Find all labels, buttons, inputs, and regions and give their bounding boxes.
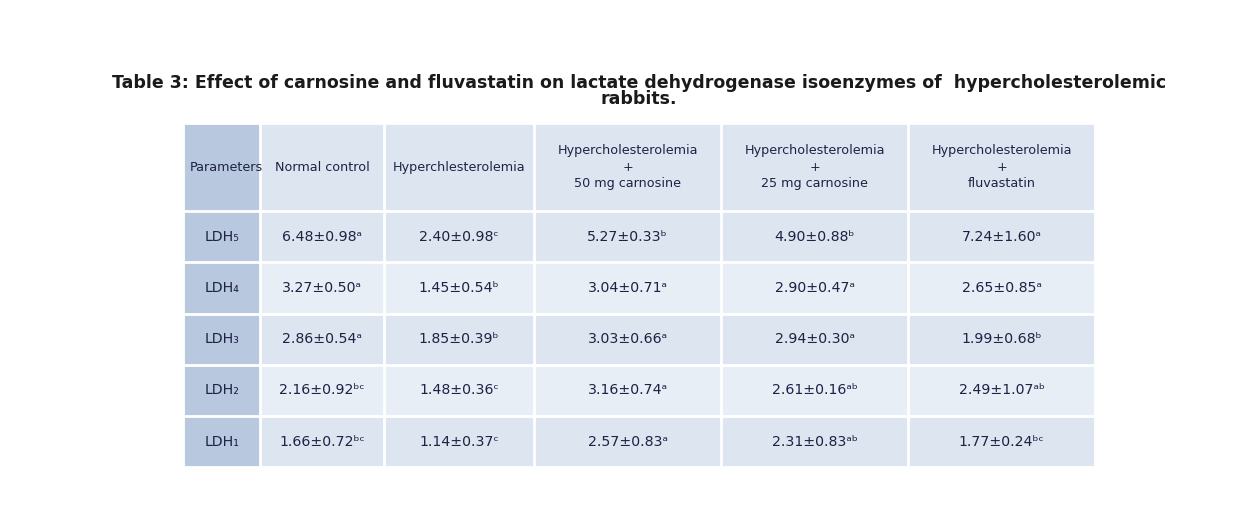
Text: 2.61±0.16ᵃᵇ: 2.61±0.16ᵃᵇ	[772, 384, 858, 397]
Text: 7.24±1.60ᵃ: 7.24±1.60ᵃ	[961, 230, 1041, 244]
Text: 2.86±0.54ᵃ: 2.86±0.54ᵃ	[282, 332, 362, 346]
Text: 2.65±0.85ᵃ: 2.65±0.85ᵃ	[961, 281, 1041, 295]
Text: LDH₂: LDH₂	[205, 384, 239, 397]
Text: Parameters: Parameters	[190, 161, 263, 173]
Bar	[261, 262, 1095, 313]
Text: 2.57±0.83ᵃ: 2.57±0.83ᵃ	[587, 435, 667, 448]
Text: 3.03±0.66ᵃ: 3.03±0.66ᵃ	[587, 332, 667, 346]
Text: 1.66±0.72ᵇᶜ: 1.66±0.72ᵇᶜ	[279, 435, 365, 448]
Text: 3.27±0.50ᵃ: 3.27±0.50ᵃ	[282, 281, 362, 295]
Text: 3.16±0.74ᵃ: 3.16±0.74ᵃ	[587, 384, 667, 397]
Text: 6.48±0.98ᵃ: 6.48±0.98ᵃ	[282, 230, 362, 244]
Text: 2.94±0.30ᵃ: 2.94±0.30ᵃ	[774, 332, 854, 346]
Text: 1.14±0.37ᶜ: 1.14±0.37ᶜ	[419, 435, 499, 448]
Text: 2.49±1.07ᵃᵇ: 2.49±1.07ᵃᵇ	[959, 384, 1045, 397]
Text: Hypercholesterolemia
+
50 mg carnosine: Hypercholesterolemia + 50 mg carnosine	[557, 144, 698, 190]
Text: LDH₃: LDH₃	[205, 332, 239, 346]
Bar	[183, 123, 1095, 467]
Text: LDH₅: LDH₅	[205, 230, 239, 244]
Text: Hypercholesterolemia
+
fluvastatin: Hypercholesterolemia + fluvastatin	[932, 144, 1072, 190]
Bar	[261, 365, 1095, 416]
Bar	[261, 123, 1095, 467]
Text: 2.16±0.92ᵇᶜ: 2.16±0.92ᵇᶜ	[279, 384, 365, 397]
Text: Normal control: Normal control	[274, 161, 369, 173]
Text: 1.45±0.54ᵇ: 1.45±0.54ᵇ	[419, 281, 499, 295]
Text: 5.27±0.33ᵇ: 5.27±0.33ᵇ	[587, 230, 668, 244]
Text: 1.99±0.68ᵇ: 1.99±0.68ᵇ	[961, 332, 1042, 346]
Text: LDH₄: LDH₄	[205, 281, 239, 295]
Text: 4.90±0.88ᵇ: 4.90±0.88ᵇ	[774, 230, 855, 244]
Bar	[183, 123, 1095, 467]
Text: 1.48±0.36ᶜ: 1.48±0.36ᶜ	[419, 384, 499, 397]
Text: 2.90±0.47ᵃ: 2.90±0.47ᵃ	[774, 281, 854, 295]
Text: 1.77±0.24ᵇᶜ: 1.77±0.24ᵇᶜ	[959, 435, 1045, 448]
Text: 3.04±0.71ᵃ: 3.04±0.71ᵃ	[587, 281, 667, 295]
Text: 1.85±0.39ᵇ: 1.85±0.39ᵇ	[419, 332, 499, 346]
Text: LDH₁: LDH₁	[205, 435, 239, 448]
Text: Hypercholesterolemia
+
25 mg carnosine: Hypercholesterolemia + 25 mg carnosine	[744, 144, 885, 190]
Text: rabbits.: rabbits.	[601, 90, 677, 109]
Text: 2.31±0.83ᵃᵇ: 2.31±0.83ᵃᵇ	[772, 435, 858, 448]
Text: Hyperchlesterolemia: Hyperchlesterolemia	[393, 161, 525, 173]
Text: Table 3: Effect of carnosine and fluvastatin on lactate dehydrogenase isoenzymes: Table 3: Effect of carnosine and fluvast…	[112, 74, 1166, 92]
Text: 2.40±0.98ᶜ: 2.40±0.98ᶜ	[419, 230, 499, 244]
